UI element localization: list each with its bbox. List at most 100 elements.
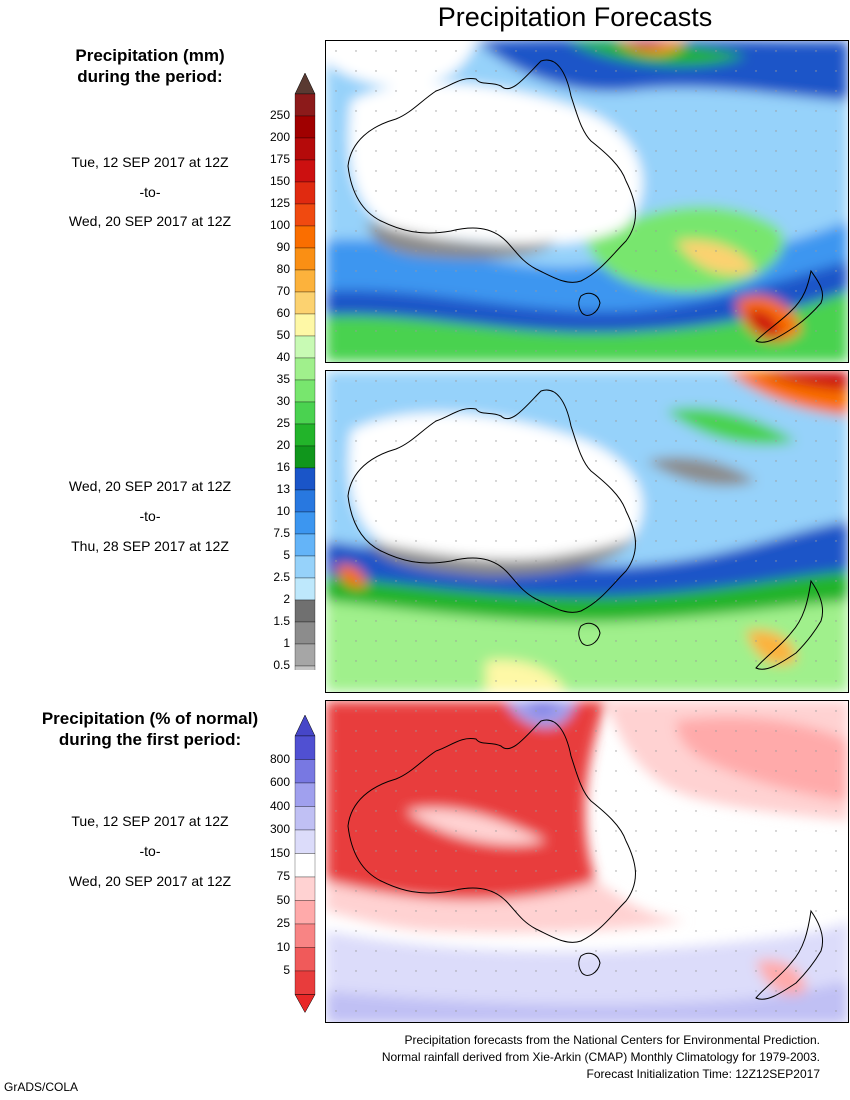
colorbar-mm-swatch [294,93,316,117]
colorbar-mm-tick-label: 100 [269,218,290,232]
colorbar-pct-tick-label: 50 [276,892,290,907]
colorbar-mm-swatch [294,291,316,315]
map-precip-period2 [325,370,849,693]
colorbar-mm-swatch [294,115,316,139]
colorbar-mm-swatch [294,401,316,425]
colorbar-mm-swatch [294,203,316,227]
colorbar-mm-swatch [294,159,316,183]
colorbar-pct [294,714,316,1014]
colorbar-mm-tick-label: 40 [276,350,290,364]
pct-period-end: Wed, 20 SEP 2017 at 12Z [68,873,232,889]
page-title: Precipitation Forecasts [437,2,713,32]
colorbar-mm-swatch [294,643,316,667]
colorbar-mm-swatch [294,313,316,337]
colorbar-mm-swatch [294,467,316,491]
colorbar-mm-tick-label: 30 [276,394,290,408]
colorbar-mm-tick-label: 0.5 [273,658,290,672]
colorbar-pct-tick-label: 25 [276,916,290,930]
colorbar-pct-bottom-cap [294,994,316,1014]
period2-end: Thu, 28 SEP 2017 at 12Z [71,538,229,554]
footer-line3: Forecast Initialization Time: 12Z12SEP20… [586,1067,820,1081]
colorbar-pct-swatch [294,970,316,995]
credit: GrADS/COLA [4,1080,79,1094]
colorbar-mm-tick-label: 125 [269,196,290,210]
colorbar-pct-tick-label: 600 [269,775,290,789]
colorbar-pct-tick-label: 400 [269,798,290,813]
period1-end: Wed, 20 SEP 2017 at 12Z [68,213,232,229]
colorbar-mm-tick-label: 150 [269,174,290,188]
colorbar-mm-swatch [294,533,316,557]
colorbar-mm-tick-label: 7.5 [273,526,290,540]
australia-coastline [347,59,636,283]
period2-sep: -to- [139,508,161,524]
colorbar-mm-tick-label: 2 [283,592,290,606]
colorbar-mm-tick-label: 25 [276,416,290,430]
colorbar-mm-swatch [294,247,316,271]
colorbar-mm-tick-label: 16 [276,460,290,474]
pct-period-sep: -to- [139,843,161,859]
colorbar-pct-tick-label: 300 [269,822,290,836]
colorbar-mm-swatch [294,577,316,601]
colorbar-mm-tick-label: 70 [276,284,290,298]
map-precip-period1 [325,40,849,363]
colorbar-mm-tick-label: 1.5 [273,614,290,628]
colorbar-mm-tick-label: 20 [276,438,290,452]
colorbar-pct-swatch [294,759,316,784]
pct-header-line2: during the first period: [58,730,242,749]
pct-header-line1: Precipitation (% of normal) [41,709,259,728]
colorbar-mm [294,72,316,670]
colorbar-mm-tick-label: 60 [276,306,290,320]
colorbar-mm-tick-label: 200 [269,130,290,144]
colorbar-pct-swatch [294,806,316,831]
colorbar-mm-swatch [294,269,316,293]
colorbar-mm-swatch [294,511,316,535]
footer-line1: Precipitation forecasts from the Nationa… [404,1033,820,1047]
colorbar-mm-tick-label: 90 [276,240,290,254]
colorbar-mm-tick-label: 10 [276,504,290,518]
colorbar-pct-tick-label: 10 [276,939,290,954]
colorbar-pct-tick-label: 5 [283,963,290,977]
colorbar-mm-swatch [294,379,316,403]
colorbar-pct-swatch [294,829,316,854]
colorbar-pct-swatch [294,735,316,760]
mm-header-line1: Precipitation (mm) [75,46,225,65]
colorbar-mm-swatch [294,137,316,161]
map-percent-normal [325,700,849,1023]
colorbar-pct-swatch [294,947,316,972]
colorbar-mm-tick-label: 13 [276,482,290,496]
colorbar-mm-tick-label: 175 [269,152,290,166]
colorbar-mm-tick-label: 35 [276,372,290,386]
period1-start: Tue, 12 SEP 2017 at 12Z [71,154,229,170]
footer-line2: Normal rainfall derived from Xie-Arkin (… [381,1050,820,1064]
colorbar-mm-swatch [294,489,316,513]
colorbar-pct-swatch [294,900,316,925]
colorbar-mm-swatch [294,621,316,645]
colorbar-mm-swatch [294,357,316,381]
tasmania-coastline [578,292,601,316]
colorbar-mm-swatch [294,335,316,359]
period2-start: Wed, 20 SEP 2017 at 12Z [68,478,232,494]
colorbar-mm-swatch [294,665,316,670]
colorbar-pct-tick-label: 150 [269,845,290,860]
new-zealand-coastline [755,269,824,343]
colorbar-mm-tick-label: 5 [283,548,290,562]
colorbar-mm-swatch [294,599,316,623]
colorbar-pct-top-cap [294,714,316,737]
colorbar-mm-tick-label: 2.5 [273,570,290,584]
mm-header-line2: during the period: [77,67,223,86]
colorbar-mm-tick-label: 250 [269,108,290,122]
colorbar-pct-swatch [294,853,316,878]
colorbar-mm-swatch [294,423,316,447]
colorbar-pct-swatch [294,923,316,948]
pct-period-start: Tue, 12 SEP 2017 at 12Z [71,813,229,829]
period1-sep: -to- [139,184,161,200]
colorbar-mm-tick-label: 80 [276,262,290,276]
colorbar-mm-swatch [294,225,316,249]
colorbar-pct-tick-label: 800 [269,751,290,766]
colorbar-mm-tick-label: 1 [283,636,290,650]
colorbar-pct-swatch [294,876,316,901]
colorbar-mm-swatch [294,445,316,469]
colorbar-mm-swatch [294,555,316,579]
colorbar-pct-swatch [294,782,316,807]
colorbar-pct-tick-label: 75 [276,869,290,883]
